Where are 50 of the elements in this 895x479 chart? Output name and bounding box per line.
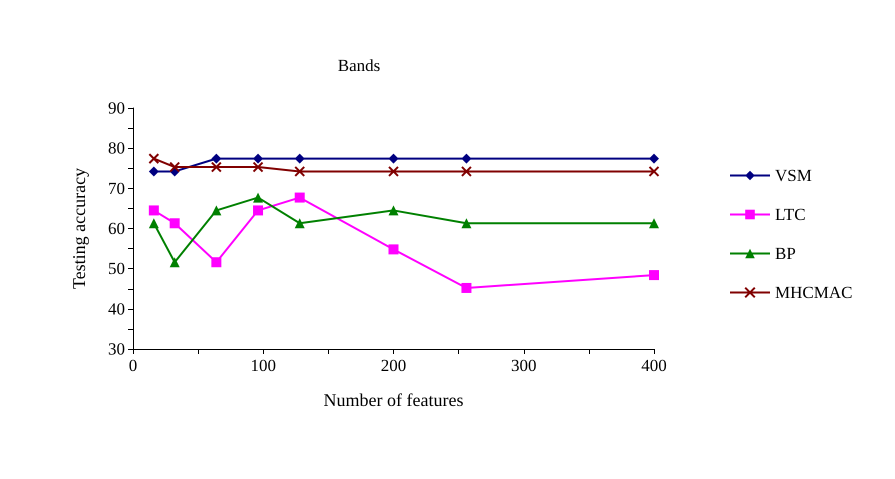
point bbox=[252, 162, 264, 173]
point bbox=[649, 154, 659, 164]
x-tick-label: 100 bbox=[250, 356, 276, 375]
x-tick-label: 400 bbox=[641, 356, 667, 375]
point bbox=[388, 244, 398, 254]
point bbox=[148, 153, 160, 164]
point bbox=[253, 192, 264, 203]
point bbox=[649, 218, 659, 228]
point bbox=[211, 154, 222, 164]
point bbox=[648, 166, 660, 177]
point bbox=[294, 154, 305, 164]
point bbox=[148, 166, 159, 176]
point bbox=[294, 218, 305, 228]
x-tick-label: 0 bbox=[128, 356, 138, 375]
y-tick-label: 70 bbox=[108, 178, 125, 198]
point bbox=[170, 218, 180, 228]
point bbox=[211, 257, 222, 268]
point bbox=[294, 192, 305, 203]
legend-label: LTC bbox=[775, 205, 806, 224]
point bbox=[169, 162, 180, 173]
x-tick-label: 300 bbox=[511, 356, 536, 375]
point bbox=[170, 257, 180, 268]
chart-title: Bands bbox=[338, 56, 380, 75]
point bbox=[210, 162, 222, 173]
point bbox=[294, 166, 306, 177]
y-tick-label: 50 bbox=[108, 259, 125, 278]
legend-label: VSM bbox=[775, 166, 812, 185]
point bbox=[461, 154, 472, 164]
point bbox=[649, 270, 659, 280]
y-tick-label: 60 bbox=[108, 219, 125, 238]
x-axis-title: Number of features bbox=[324, 390, 464, 410]
point bbox=[148, 218, 159, 228]
point bbox=[253, 154, 264, 164]
point bbox=[461, 218, 472, 228]
y-tick-label: 40 bbox=[108, 299, 125, 318]
point bbox=[253, 205, 264, 216]
point bbox=[460, 166, 472, 177]
x-tick-label: 200 bbox=[380, 356, 406, 375]
point bbox=[148, 205, 159, 216]
point bbox=[388, 166, 399, 177]
point bbox=[388, 205, 398, 216]
point bbox=[388, 154, 398, 164]
legend-label: BP bbox=[775, 244, 796, 263]
point bbox=[461, 282, 472, 293]
legend-label: MHCMAC bbox=[775, 283, 852, 302]
y-tick-label: 30 bbox=[108, 340, 125, 358]
y-axis-title: Testing accuracy bbox=[69, 168, 89, 290]
point bbox=[211, 205, 222, 216]
y-tick-label: 90 bbox=[108, 98, 125, 118]
y-tick-label: 80 bbox=[108, 138, 125, 158]
